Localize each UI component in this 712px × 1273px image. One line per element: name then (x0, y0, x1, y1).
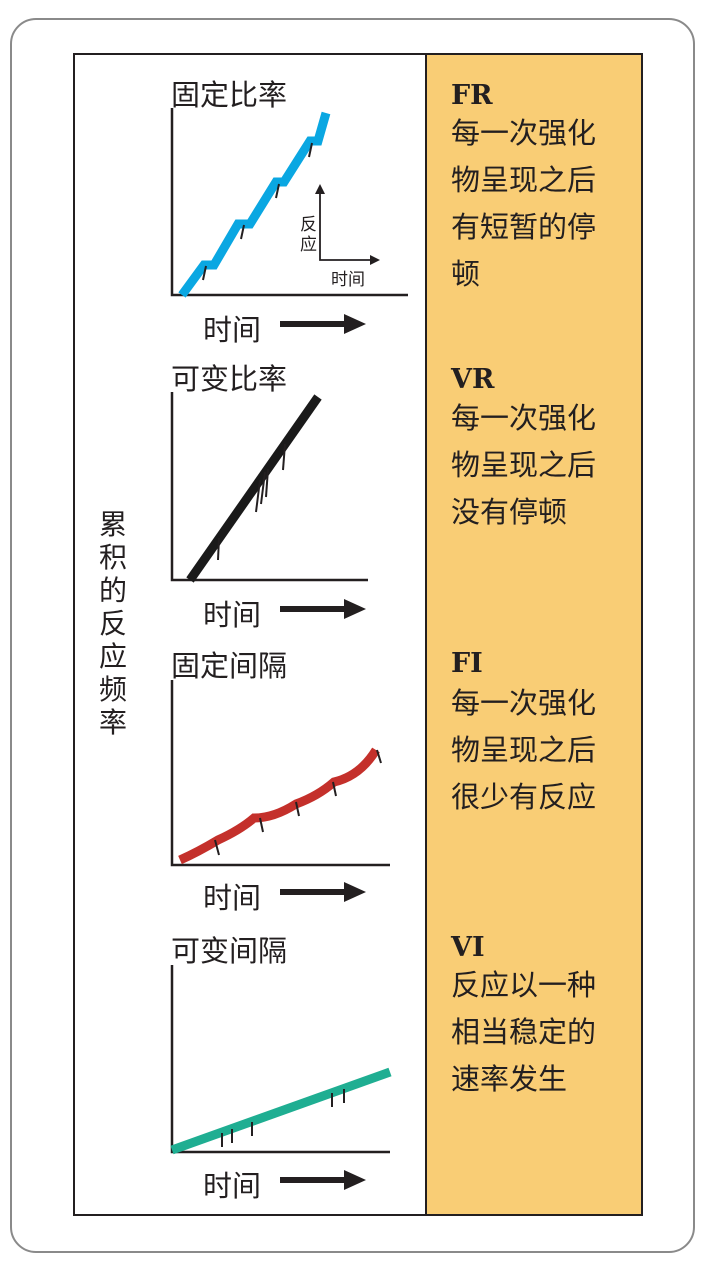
plot-fi (170, 680, 390, 867)
legend-y-arrowhead (315, 184, 325, 194)
time-arrow-vr (280, 599, 366, 619)
y-axis-label: 累积的反应频率 (98, 508, 128, 739)
reinforcement-marks-fr (202, 142, 313, 281)
x-label-vi: 时间 (203, 1169, 262, 1203)
legend-x-arrowhead (370, 255, 380, 265)
x-label-fi: 时间 (203, 881, 262, 915)
legend-y-label-2: 应 (300, 235, 317, 255)
desc-vi: 反应以一种 相当稳定的 速率发生 (451, 968, 597, 1096)
axes-vr (170, 392, 368, 582)
cumulative-line-vr (186, 394, 322, 583)
desc-vr: 每一次强化 物呈现之后 没有停顿 (451, 401, 597, 529)
time-arrow-fr (280, 314, 366, 334)
y-axis-label-char: 率 (98, 706, 127, 739)
panel-title-fi: 固定间隔 (171, 649, 288, 683)
description-column (425, 53, 643, 1216)
cumulative-line-fr (178, 111, 331, 298)
abbr-vi: VI (451, 932, 485, 963)
y-axis-label-char: 应 (98, 640, 127, 673)
abbr-fr: FR (451, 80, 493, 111)
cumulative-line-fi (178, 747, 380, 865)
x-label-fr: 时间 (203, 313, 262, 347)
abbr-vr: VR (451, 364, 495, 395)
time-arrow-fi (280, 882, 366, 902)
plot-vi (170, 965, 392, 1155)
reinforcement-marks-fi (214, 749, 382, 856)
abbr-fi: FI (451, 648, 483, 679)
panel-title-vr: 可变比率 (171, 362, 288, 396)
y-axis-label-char: 反 (98, 607, 127, 640)
desc-fr: 每一次强化 物呈现之后 有短暂的停顿 (451, 116, 597, 291)
panel-title-fr: 固定比率 (171, 78, 288, 112)
panel-title-vi: 可变间隔 (171, 934, 288, 968)
legend-y-label-1: 反 (300, 215, 317, 235)
legend-x-label: 时间 (331, 270, 365, 290)
axes-fi (170, 680, 390, 867)
y-axis-label-char: 累 (98, 508, 127, 541)
cumulative-line-vi (170, 1067, 392, 1155)
legend-axes (319, 188, 376, 261)
x-label-vr: 时间 (203, 598, 262, 632)
axes-vi (170, 965, 390, 1154)
reinforcement-marks-vi (221, 1089, 345, 1147)
y-axis-label-char: 频 (98, 673, 127, 706)
plot-vr (170, 392, 368, 583)
axes-fr (170, 108, 408, 297)
plot-fr: 反 应 时间 (170, 108, 408, 298)
reinforcement-marks-vr (217, 443, 286, 561)
time-arrow-vi (280, 1170, 366, 1190)
y-axis-label-char: 积 (98, 541, 127, 574)
desc-fi: 每一次强化 物呈现之后 很少有反应 (451, 686, 597, 814)
y-axis-label-char: 的 (98, 574, 127, 607)
